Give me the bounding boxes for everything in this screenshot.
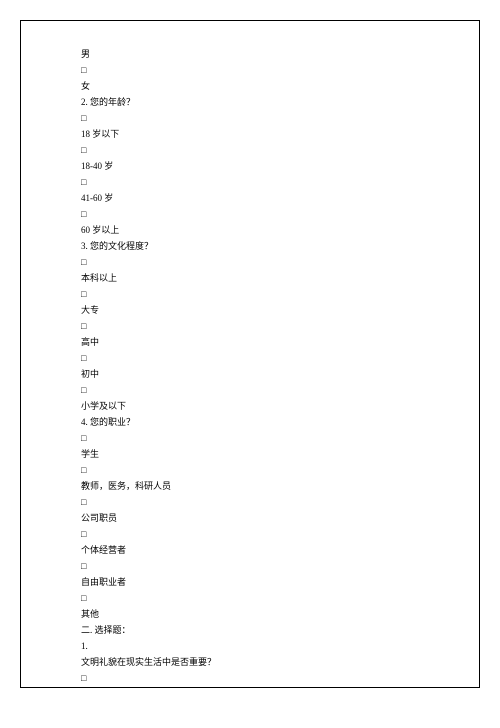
option-label: 18 岁以下 [81,126,419,142]
question-title: 2. 您的年龄？ [81,94,419,110]
checkbox[interactable]: □ [81,430,419,446]
option-label: 学生 [81,446,419,462]
option-label: 个体经营者 [81,542,419,558]
option-label: 教师，医务，科研人员 [81,478,419,494]
option-label: 其他 [81,606,419,622]
option-label: 本科以上 [81,270,419,286]
checkbox[interactable]: □ [81,206,419,222]
checkbox[interactable]: □ [81,110,419,126]
checkbox[interactable]: □ [81,494,419,510]
checkbox[interactable]: □ [81,462,419,478]
option-label: 自由职业者 [81,574,419,590]
checkbox[interactable]: □ [81,350,419,366]
question-title: 4. 您的职业？ [81,414,419,430]
option-label: 大专 [81,302,419,318]
option-label: 女 [81,78,419,94]
option-label: 公司职员 [81,510,419,526]
question-number: 1. [81,638,419,654]
option-label: 男 [81,46,419,62]
checkbox[interactable]: □ [81,254,419,270]
checkbox[interactable]: □ [81,318,419,334]
checkbox[interactable]: □ [81,62,419,78]
checkbox[interactable]: □ [81,526,419,542]
option-label: 是 [81,686,419,688]
section-title: 二. 选择题： [81,622,419,638]
checkbox[interactable]: □ [81,382,419,398]
checkbox[interactable]: □ [81,558,419,574]
option-label: 41-60 岁 [81,190,419,206]
option-label: 18-40 岁 [81,158,419,174]
option-label: 60 岁以上 [81,222,419,238]
option-label: 初中 [81,366,419,382]
option-label: 高中 [81,334,419,350]
checkbox[interactable]: □ [81,142,419,158]
checkbox[interactable]: □ [81,174,419,190]
option-label: 小学及以下 [81,398,419,414]
checkbox[interactable]: □ [81,670,419,686]
question-title: 3. 您的文化程度？ [81,238,419,254]
question-text: 文明礼貌在现实生活中是否重要？ [81,654,419,670]
checkbox[interactable]: □ [81,590,419,606]
document-page: 男 □ 女 2. 您的年龄？ □ 18 岁以下 □ 18-40 岁 □ 41-6… [20,20,480,688]
checkbox[interactable]: □ [81,286,419,302]
